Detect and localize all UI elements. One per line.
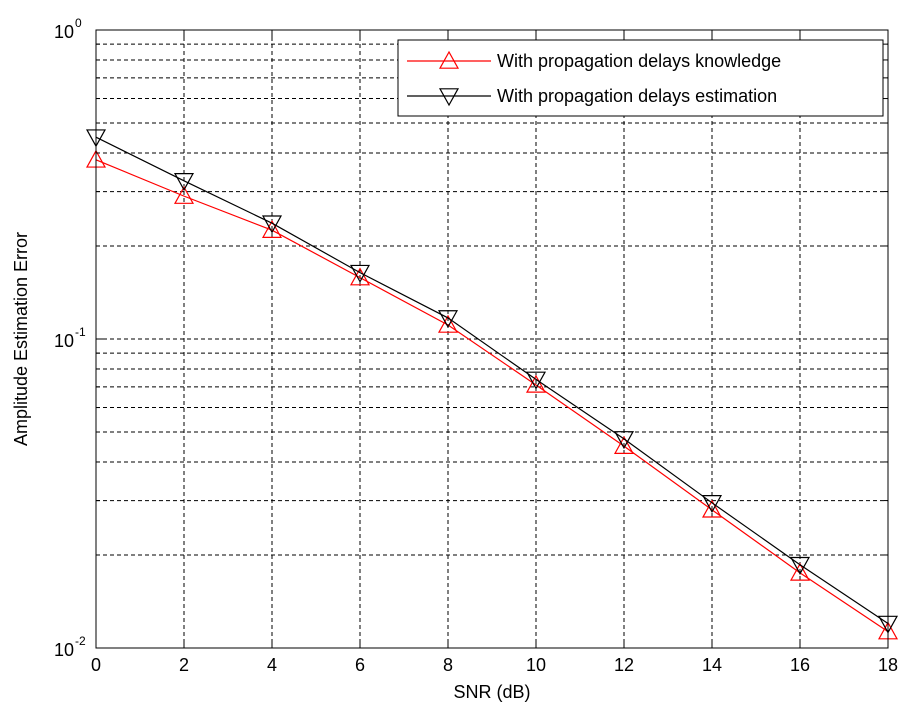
data-point [525, 374, 547, 393]
series-line [95, 136, 889, 625]
data-point [173, 185, 195, 204]
legend-marker [438, 50, 460, 69]
y-tick-exponent: -1 [75, 325, 86, 339]
y-tick-label: 10 -2 [54, 634, 86, 660]
x-axis-label: SNR (dB) [453, 682, 530, 702]
ticks [95, 29, 889, 649]
data-point [261, 215, 283, 234]
data-point [701, 499, 723, 518]
y-tick-exponent: 0 [75, 16, 82, 30]
y-tick-base: 10 [54, 22, 74, 42]
y-axis-label: Amplitude Estimation Error [11, 232, 31, 446]
data-point [789, 562, 811, 581]
legend-entry: With propagation delays estimation [407, 86, 777, 107]
series-layer [85, 129, 899, 640]
data-point [613, 431, 635, 450]
y-tick-base: 10 [54, 640, 74, 660]
x-tick-label: 0 [91, 655, 101, 675]
y-tick-exponent: -2 [75, 634, 86, 648]
x-tick-label: 12 [614, 655, 634, 675]
legend-label: With propagation delays estimation [497, 86, 777, 106]
x-tick-label: 18 [878, 655, 898, 675]
x-tick-label: 2 [179, 655, 189, 675]
x-tick-label: 8 [443, 655, 453, 675]
data-point [349, 267, 371, 286]
data-point [173, 173, 195, 192]
x-tick-label: 4 [267, 655, 277, 675]
data-point [525, 371, 547, 390]
legend-label: With propagation delays knowledge [497, 51, 781, 71]
x-tick-label: 16 [790, 655, 810, 675]
legend-box [397, 39, 884, 117]
legend-entries: With propagation delays knowledge With pr… [407, 50, 781, 107]
data-point [613, 435, 635, 454]
y-tick-label: 10 -1 [54, 325, 86, 351]
data-point [349, 264, 371, 283]
data-point [437, 310, 459, 329]
legend: With propagation delays knowledge With pr… [397, 39, 884, 117]
legend-marker [438, 88, 460, 107]
y-tick-base: 10 [54, 331, 74, 351]
data-point [701, 495, 723, 514]
y-tick-label: 10 0 [54, 16, 82, 42]
data-point [789, 556, 811, 575]
x-tick-label: 6 [355, 655, 365, 675]
legend-entry: With propagation delays knowledge [407, 50, 781, 71]
series-line [95, 159, 889, 633]
x-tick-label: 14 [702, 655, 722, 675]
data-point [437, 314, 459, 333]
x-tick-label: 10 [526, 655, 546, 675]
data-point [261, 219, 283, 238]
